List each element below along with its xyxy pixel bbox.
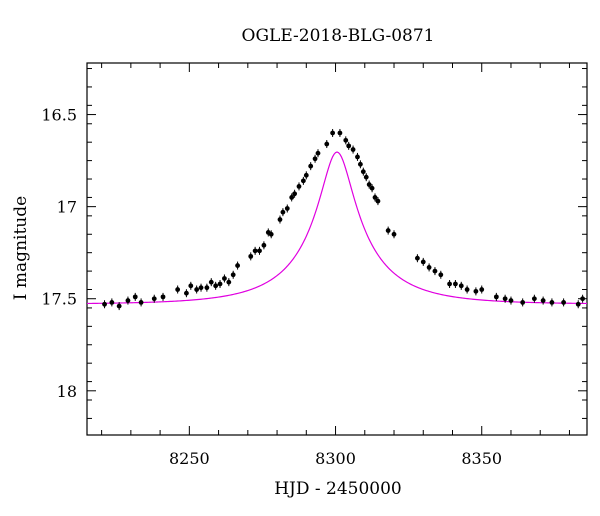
data-point: [508, 298, 514, 303]
data-point: [458, 283, 464, 289]
y-tick-label: 17.5: [41, 290, 77, 309]
data-point: [138, 300, 144, 305]
data-point: [217, 281, 223, 287]
data-point: [160, 294, 166, 300]
data-point: [385, 228, 391, 233]
data-point: [296, 183, 302, 189]
data-point: [531, 296, 537, 302]
data-point: [479, 287, 485, 292]
x-tick-label: 8300: [315, 449, 356, 468]
data-point: [372, 195, 378, 200]
data-point: [473, 288, 479, 294]
data-point: [289, 195, 295, 200]
data-point: [391, 231, 397, 237]
data-point: [369, 185, 375, 191]
data-point: [208, 279, 214, 285]
data-point: [346, 143, 352, 149]
data-point: [549, 300, 555, 305]
data-point: [300, 178, 306, 184]
plot-frame: [86, 62, 588, 436]
data-point: [102, 301, 107, 307]
data-point: [575, 301, 581, 307]
model-fit-curve: [86, 151, 588, 305]
data-point: [343, 137, 349, 143]
data-point: [438, 272, 444, 278]
data-point: [561, 300, 567, 305]
data-point: [277, 217, 283, 222]
data-point: [151, 296, 157, 302]
data-point: [235, 263, 240, 268]
data-point: [350, 147, 356, 152]
data-point: [580, 296, 586, 302]
data-point: [284, 206, 290, 211]
data-point: [308, 163, 314, 169]
data-point: [188, 283, 194, 289]
data-point: [540, 298, 546, 303]
data-point: [366, 182, 372, 187]
data-point: [292, 191, 298, 197]
data-point: [248, 253, 254, 259]
data-point: [447, 281, 452, 287]
data-point: [132, 294, 138, 300]
data-point: [252, 248, 258, 254]
data-point: [493, 294, 499, 300]
data-point: [375, 198, 381, 204]
data-point: [312, 156, 318, 162]
chart-title: OGLE-2018-BLG-0871: [242, 26, 435, 46]
x-tick-label: 8350: [461, 449, 502, 468]
data-point: [363, 174, 369, 180]
data-point: [198, 285, 204, 291]
data-point: [315, 150, 321, 156]
data-point: [280, 209, 286, 215]
data-point: [502, 296, 508, 302]
data-point: [261, 242, 267, 248]
data-point: [109, 300, 115, 305]
data-point: [303, 172, 309, 178]
data-point: [125, 298, 131, 303]
data-point: [360, 169, 366, 175]
data-point: [268, 231, 274, 237]
data-point: [184, 290, 189, 296]
data-point: [355, 154, 360, 160]
data-point: [464, 287, 470, 292]
data-points: [102, 128, 586, 311]
y-axis-label: I magnitude: [11, 196, 31, 300]
data-point: [226, 279, 232, 285]
axis-ticks: [87, 63, 587, 435]
data-point: [222, 276, 227, 281]
data-point: [337, 130, 343, 136]
data-point: [175, 287, 181, 292]
data-point: [257, 248, 262, 254]
data-point: [357, 161, 363, 167]
data-point: [230, 272, 236, 278]
axis-tick-labels: 8250 8300 8350 16.5 17 17.5 18: [41, 106, 502, 468]
data-point: [520, 300, 526, 305]
data-point: [420, 259, 426, 265]
data-point: [415, 255, 420, 261]
y-tick-label: 18: [57, 382, 77, 401]
data-point: [432, 268, 438, 274]
data-point: [453, 281, 458, 287]
y-tick-label: 16.5: [41, 106, 77, 125]
data-point: [426, 265, 432, 270]
data-point: [330, 130, 336, 136]
x-axis-label: HJD - 2450000: [274, 479, 402, 499]
data-point: [194, 287, 200, 292]
data-point: [116, 303, 122, 309]
x-tick-label: 8250: [169, 449, 210, 468]
data-point: [204, 285, 210, 291]
data-point: [324, 141, 330, 147]
data-point: [213, 283, 219, 289]
y-tick-label: 17: [57, 198, 77, 217]
